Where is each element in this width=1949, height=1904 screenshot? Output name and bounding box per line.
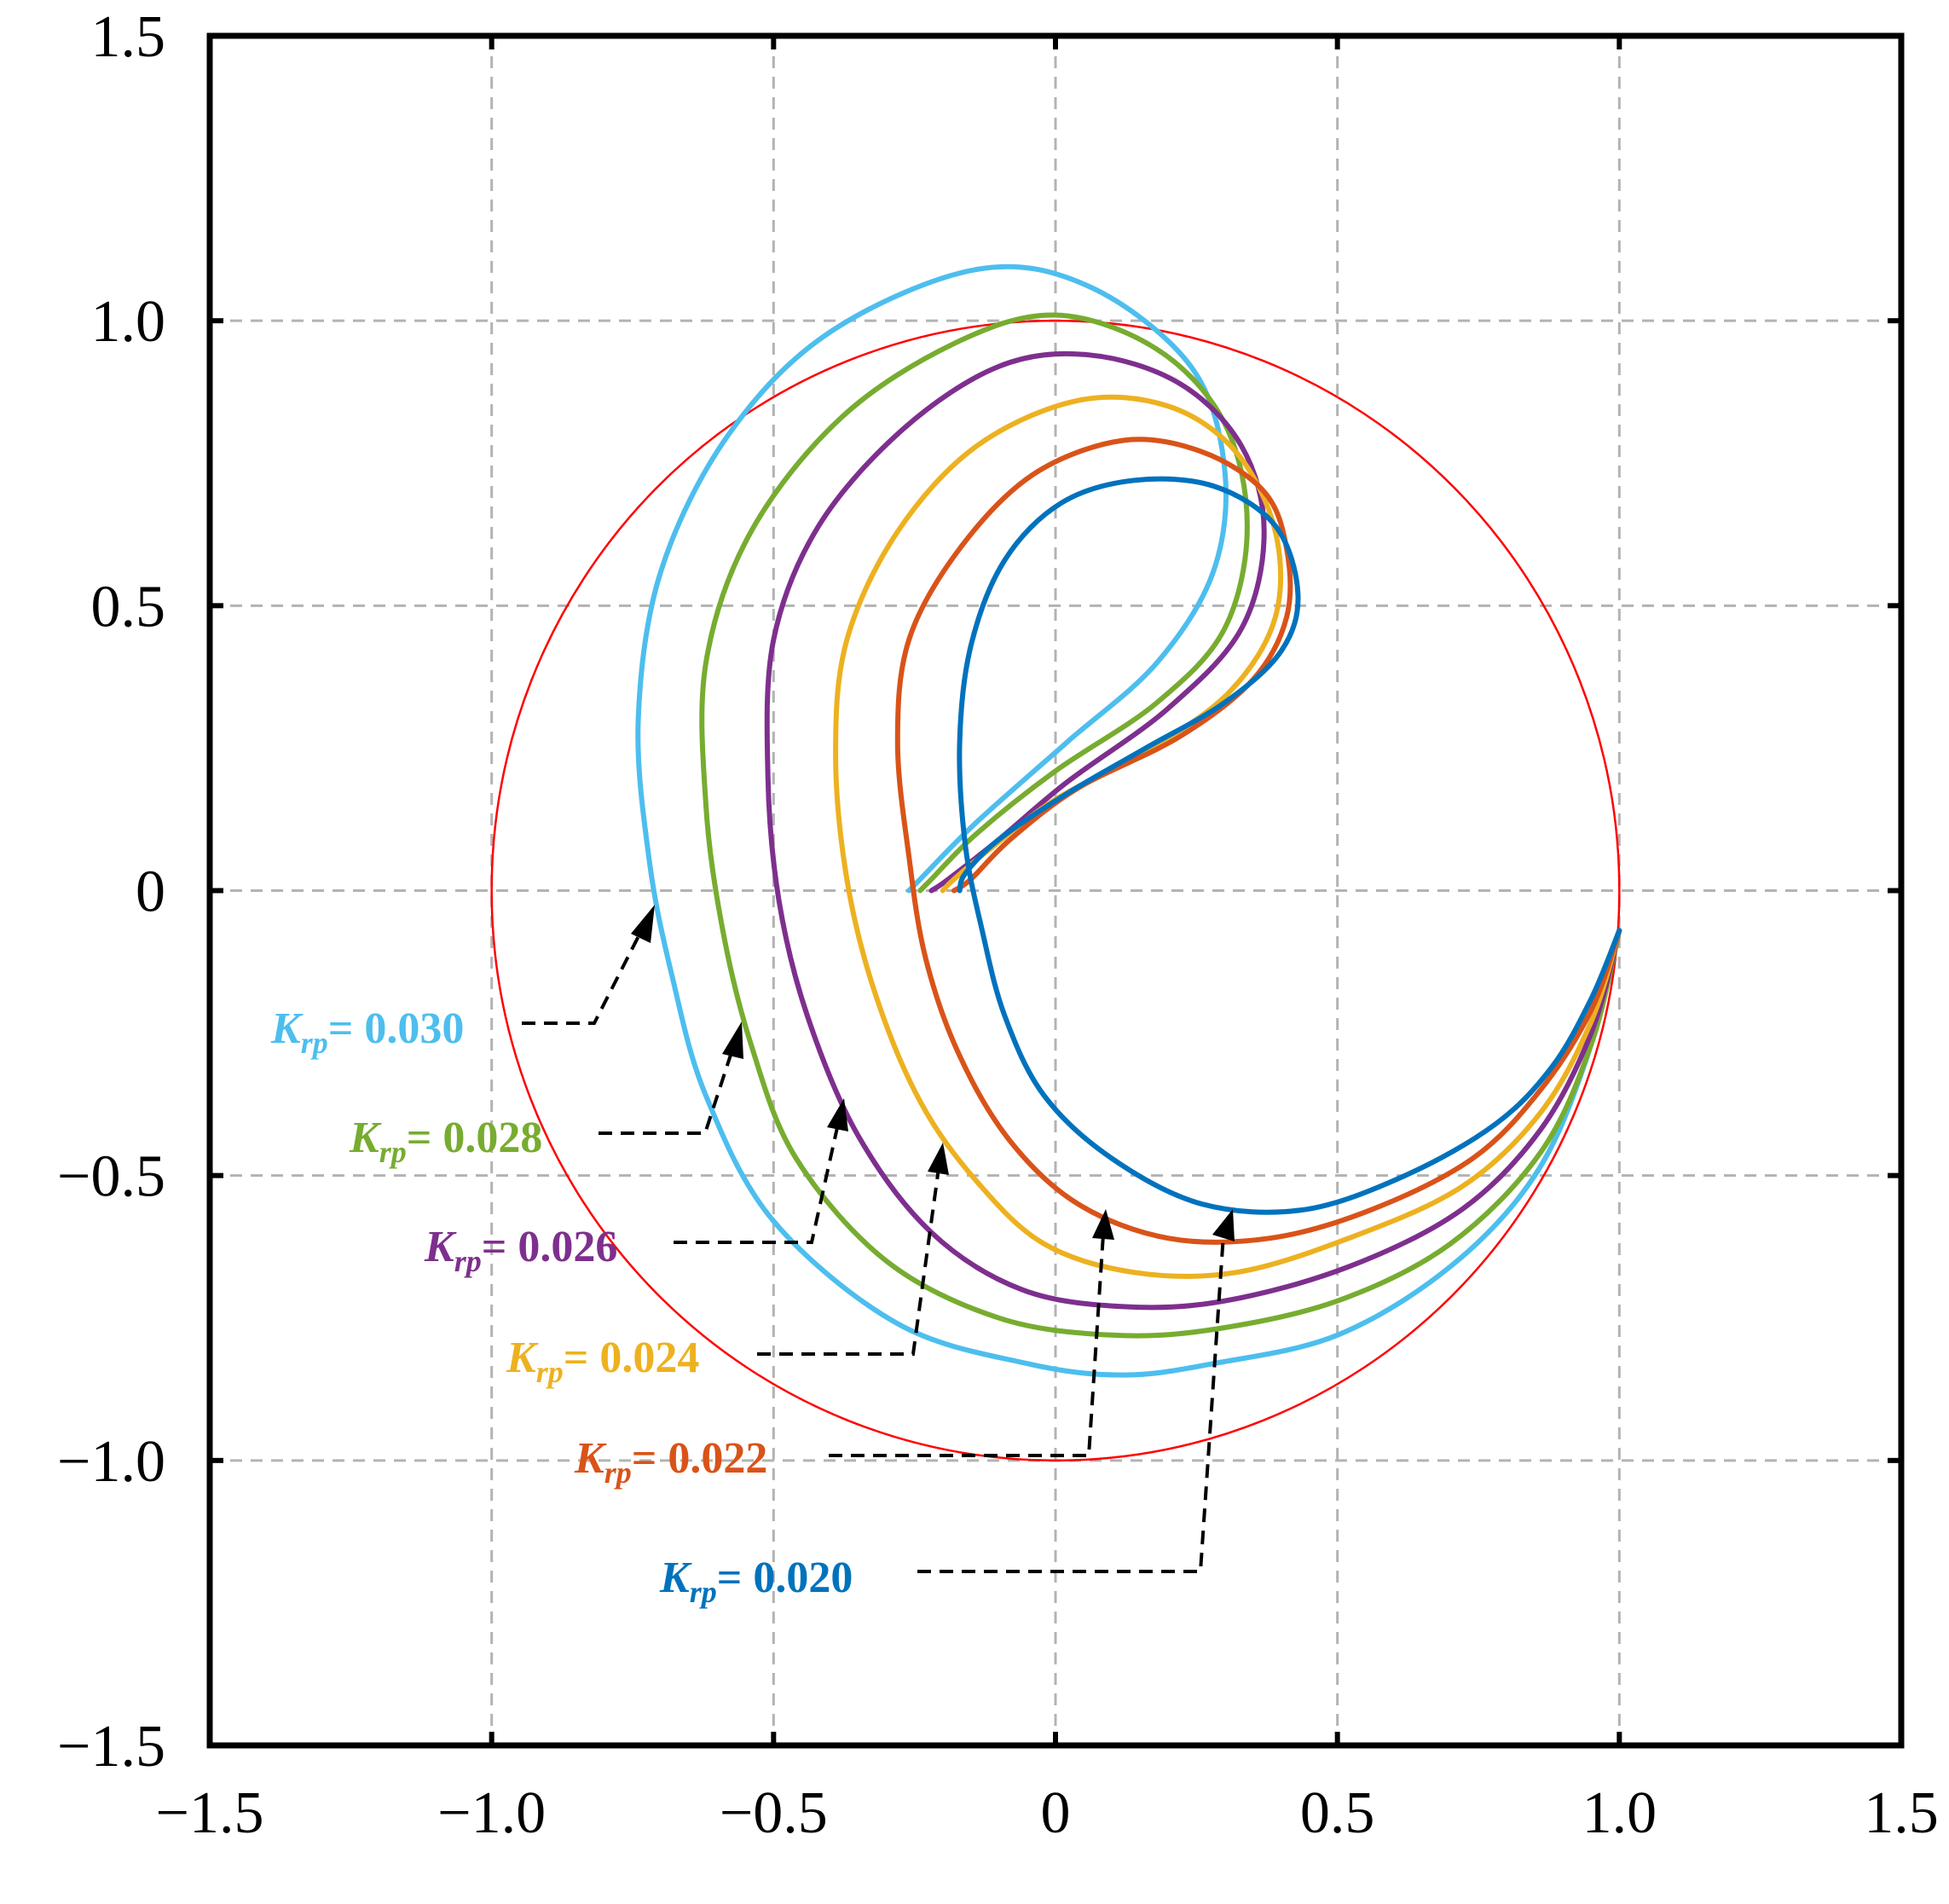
- leader-line-0020: [917, 1234, 1225, 1573]
- x-tick-label-0: −1.5: [156, 1780, 264, 1846]
- series-line-0026: [764, 350, 1622, 1311]
- y-tick-label-4: 0.5: [91, 574, 166, 639]
- series-layer: [635, 263, 1622, 1378]
- leader-line-0030: [522, 929, 644, 1025]
- legend-label-0022: Krp= 0.022: [574, 1434, 767, 1490]
- legend-label-0020: Krp= 0.020: [659, 1554, 853, 1609]
- y-tick-label-3: 0: [136, 859, 165, 925]
- series-line-0020: [957, 476, 1622, 1215]
- arrowhead-0024: [928, 1143, 949, 1175]
- y-tick-label-2: −0.5: [57, 1144, 165, 1210]
- series-line-0030: [635, 263, 1622, 1378]
- arrowhead-0030: [631, 905, 655, 943]
- legend-label-0030: Krp= 0.030: [270, 1004, 464, 1060]
- legend-label-0026: Krp= 0.026: [424, 1223, 617, 1278]
- x-tick-label-2: −0.5: [720, 1780, 828, 1846]
- reference-circle-layer: [490, 319, 1621, 1462]
- axes: −1.5 −1.0 −0.5 0 0.5 1.0 1.5 −1.5 −1.0 −0.5 0 0.5 1.…: [57, 4, 1939, 1846]
- leader-line-0026: [674, 1123, 840, 1244]
- y-tick-label-0: −1.5: [57, 1714, 165, 1780]
- x-tick-label-4: 0.5: [1300, 1780, 1375, 1846]
- y-tick-label-6: 1.5: [91, 4, 166, 70]
- arrowhead-0020: [1212, 1209, 1235, 1241]
- series-line-0028: [699, 312, 1622, 1339]
- x-tick-label-6: 1.5: [1864, 1780, 1939, 1846]
- arrowhead-0026: [827, 1098, 848, 1131]
- x-tick-label-3: 0: [1041, 1780, 1071, 1846]
- legend-label-0028: Krp= 0.028: [349, 1114, 542, 1169]
- reference-circle: [490, 319, 1621, 1462]
- arrowhead-0028: [722, 1021, 743, 1059]
- leader-line-0022: [829, 1234, 1105, 1457]
- x-tick-label-5: 1.0: [1582, 1780, 1657, 1846]
- leader-line-0024: [757, 1167, 940, 1356]
- arrowhead-0022: [1092, 1209, 1114, 1240]
- legend-annotations: Krp= 0.030 Krp= 0.028 Krp= 0.026 Krp= 0.…: [270, 905, 1235, 1609]
- y-tick-label-1: −1.0: [57, 1429, 165, 1495]
- legend-label-0024: Krp= 0.024: [506, 1334, 699, 1389]
- series-line-0024: [833, 394, 1622, 1279]
- y-tick-label-5: 1.0: [91, 289, 166, 355]
- leader-line-0028: [599, 1046, 735, 1135]
- grid: [210, 36, 1901, 1745]
- x-tick-label-1: −1.0: [437, 1780, 546, 1846]
